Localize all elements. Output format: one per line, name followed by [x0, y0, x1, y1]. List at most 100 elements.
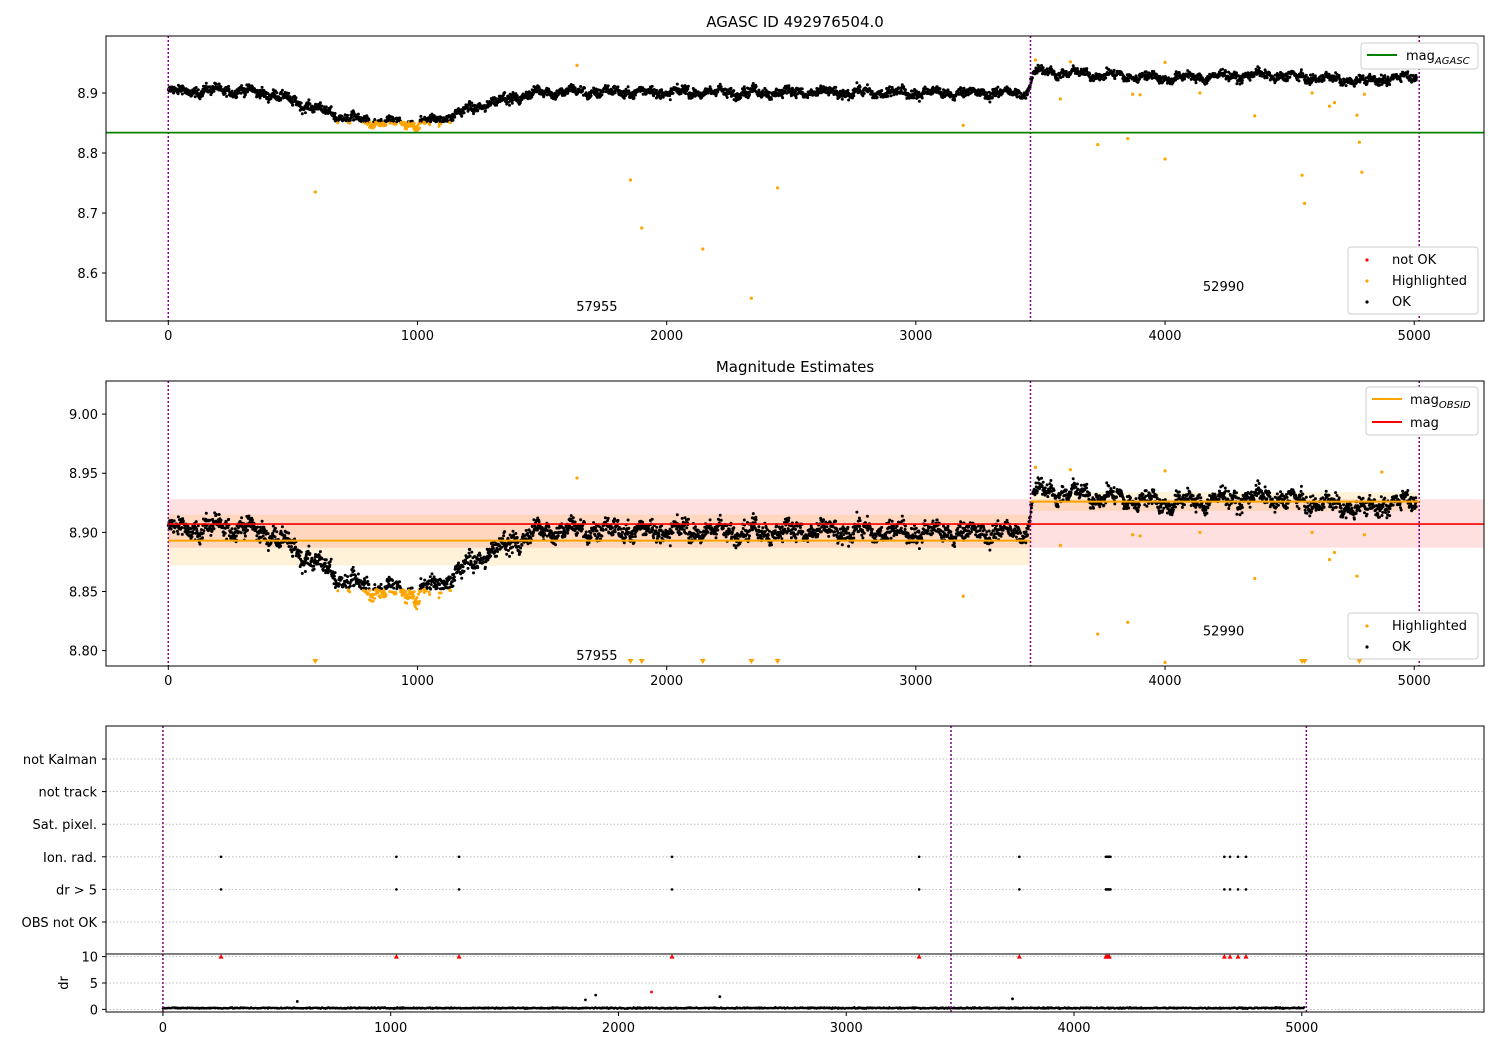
x-tick-label: 3000 [899, 329, 932, 344]
y-tick-label: 8.6 [77, 267, 98, 282]
data-point [563, 534, 567, 538]
data-point [1194, 81, 1198, 85]
data-point [429, 120, 433, 124]
highlighted-point [1327, 104, 1332, 108]
data-point [419, 114, 423, 118]
data-point [846, 88, 850, 92]
highlighted-point [1198, 91, 1202, 95]
data-point [418, 599, 421, 603]
data-point [425, 586, 429, 590]
data-point [429, 583, 433, 586]
data-point [223, 92, 227, 95]
data-point [428, 575, 432, 579]
data-point [515, 536, 519, 539]
data-point [212, 527, 216, 531]
data-point [354, 574, 358, 578]
highlighted-point [775, 186, 780, 190]
highlighted-point [1302, 201, 1307, 205]
data-point [348, 584, 352, 588]
data-point [1205, 81, 1209, 85]
data-point [405, 127, 409, 131]
data-point [675, 82, 679, 86]
data-point [624, 535, 628, 539]
data-point [181, 519, 185, 523]
data-point [626, 518, 630, 522]
data-point [298, 554, 302, 558]
data-point [318, 550, 322, 554]
data-point [367, 582, 371, 586]
data-point [495, 103, 499, 107]
data-point [243, 534, 247, 538]
data-point [1383, 74, 1387, 78]
highlighted-point [1131, 92, 1135, 96]
data-point [346, 113, 350, 117]
data-point [368, 588, 372, 592]
data-point [271, 524, 275, 528]
data-point [510, 101, 514, 105]
data-point [227, 517, 231, 521]
data-point [514, 532, 518, 535]
data-point [912, 96, 916, 100]
data-point [748, 93, 751, 97]
data-point [462, 569, 466, 573]
data-point [240, 516, 244, 520]
data-point [668, 98, 672, 102]
data-point [630, 532, 634, 536]
data-point [880, 89, 884, 92]
data-point [518, 550, 522, 554]
data-point [429, 587, 433, 591]
data-point [862, 92, 866, 95]
data-point [503, 530, 507, 534]
data-point [604, 528, 608, 531]
data-point [260, 519, 264, 523]
data-point [661, 95, 665, 99]
data-point [506, 536, 510, 540]
panel-title: Magnitude Estimates [716, 358, 874, 376]
data-point [324, 105, 328, 109]
data-point [435, 586, 439, 590]
data-point [451, 118, 455, 122]
data-point [419, 589, 423, 593]
y-tick-label: 8.9 [77, 87, 98, 102]
highlighted-point [1362, 92, 1366, 96]
highlighted-point [575, 63, 579, 67]
data-point [657, 93, 661, 97]
data-point [250, 518, 254, 522]
data-point [255, 95, 259, 99]
data-point [1386, 75, 1390, 79]
data-point [476, 109, 480, 113]
data-point [279, 544, 283, 548]
data-point [511, 99, 515, 102]
data-point [340, 576, 344, 580]
data-point [489, 554, 493, 558]
data-point [1313, 74, 1317, 78]
data-point [627, 526, 631, 530]
data-point [1415, 76, 1418, 79]
data-point [410, 119, 414, 123]
data-point [1288, 75, 1292, 79]
data-point [742, 85, 746, 89]
data-point [398, 580, 402, 584]
data-point [584, 530, 588, 534]
data-point [550, 537, 554, 540]
data-point [180, 526, 184, 530]
data-point [352, 583, 356, 587]
data-point [1248, 78, 1252, 82]
data-point [312, 567, 316, 571]
highlighted-point [1360, 170, 1364, 174]
data-point [333, 111, 337, 115]
data-point [466, 109, 470, 113]
data-point [1297, 79, 1301, 83]
data-point [787, 84, 791, 88]
data-point [739, 96, 743, 99]
data-point [373, 596, 376, 600]
data-point [472, 571, 475, 575]
legend-label-not-ok: not OK [1392, 253, 1437, 268]
data-point [208, 85, 212, 89]
data-point [352, 569, 356, 573]
data-point [291, 554, 295, 558]
data-point [600, 534, 604, 538]
data-point [412, 594, 415, 598]
magnitude-estimates-panel: Magnitude Estimates 0 1000 2000 3000 4000 500… [69, 358, 1485, 689]
